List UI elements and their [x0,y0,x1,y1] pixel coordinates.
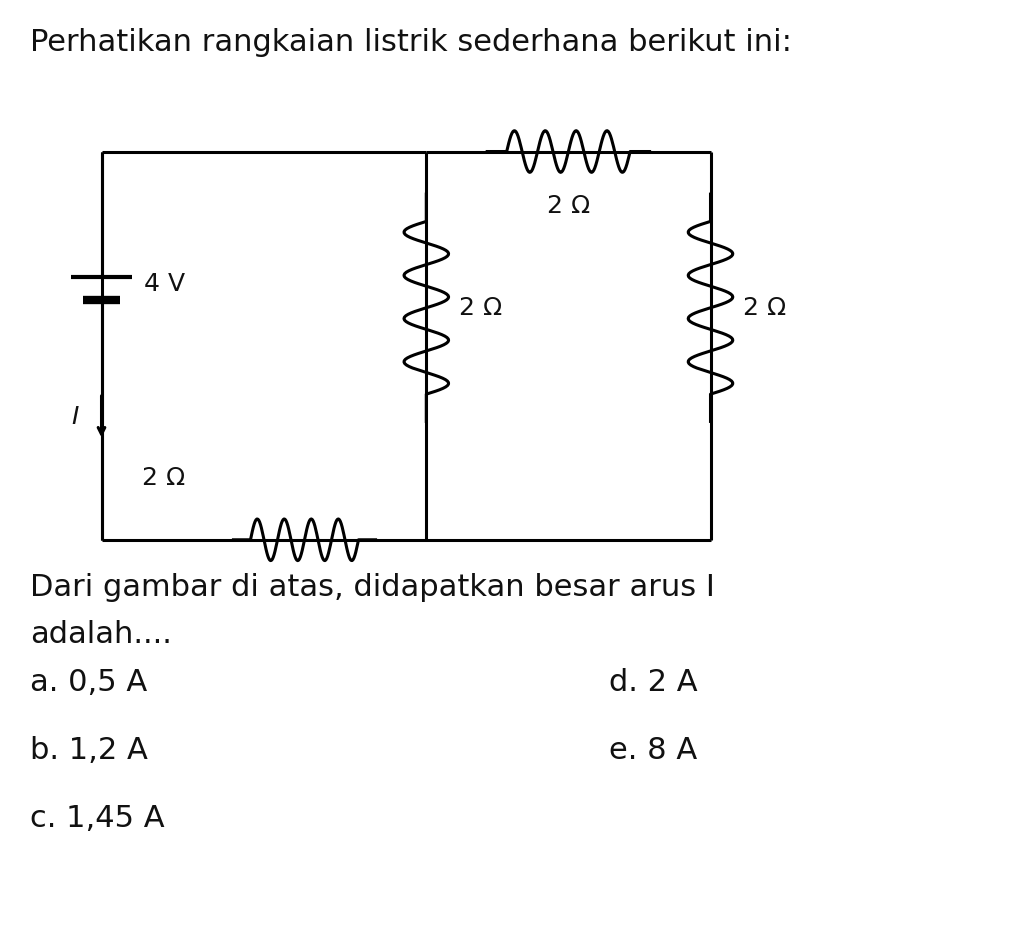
Text: Perhatikan rangkaian listrik sederhana berikut ini:: Perhatikan rangkaian listrik sederhana b… [30,28,793,58]
Text: 2 Ω: 2 Ω [743,295,787,320]
Text: 4 V: 4 V [144,272,186,296]
Text: 2 Ω: 2 Ω [459,295,502,320]
Text: a. 0,5 A: a. 0,5 A [30,668,148,697]
Text: c. 1,45 A: c. 1,45 A [30,804,165,833]
Text: 2 Ω: 2 Ω [547,194,590,218]
Text: adalah....: adalah.... [30,620,173,650]
Text: I: I [72,404,79,429]
Text: 2 Ω: 2 Ω [142,466,186,491]
Text: d. 2 A: d. 2 A [609,668,697,697]
Text: b. 1,2 A: b. 1,2 A [30,736,148,765]
Text: e. 8 A: e. 8 A [609,736,697,765]
Text: Dari gambar di atas, didapatkan besar arus I: Dari gambar di atas, didapatkan besar ar… [30,573,716,602]
